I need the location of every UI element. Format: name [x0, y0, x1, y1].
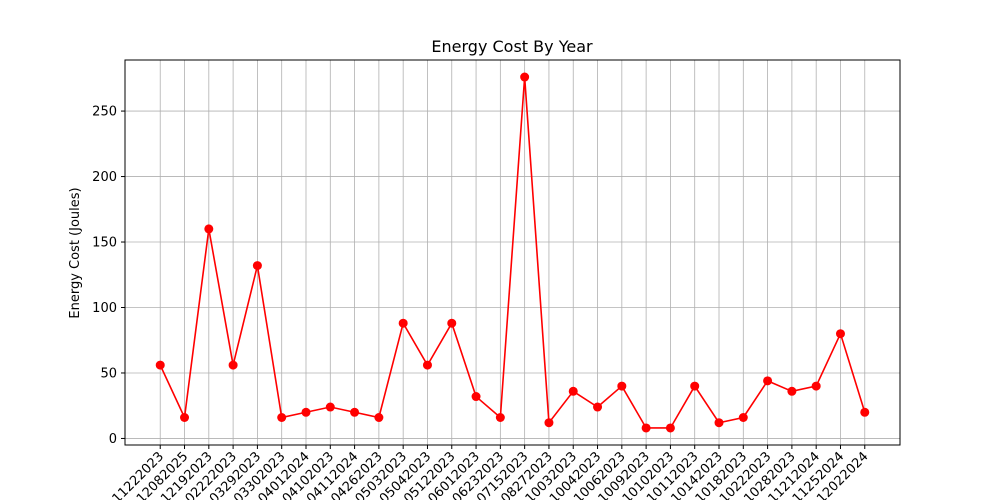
data-point: [568, 386, 578, 396]
data-point: [641, 423, 651, 433]
data-point: [277, 413, 287, 422]
data-point: [811, 381, 821, 391]
data-point: [520, 72, 530, 82]
axes-frame: [124, 59, 901, 446]
data-point: [860, 407, 870, 417]
y-tick-label: 0: [109, 432, 117, 447]
data-point: [325, 402, 335, 412]
plot-frame: [124, 59, 901, 446]
data-point: [835, 329, 845, 339]
data-point: [155, 360, 165, 370]
y-tick-label: 100: [92, 301, 117, 316]
data-point: [763, 376, 773, 386]
data-point: [374, 413, 384, 422]
chart-title: Energy Cost By Year: [431, 37, 593, 56]
data-point: [398, 318, 408, 328]
x-axis-ticks: 1122202312082025121920230222202303292023…: [110, 445, 872, 504]
data-point: [204, 224, 214, 234]
data-point: [422, 360, 432, 370]
data-point: [738, 413, 748, 422]
data-point: [252, 261, 262, 271]
data-point: [617, 381, 627, 391]
data-point: [228, 360, 238, 370]
data-point: [787, 386, 797, 396]
data-point: [471, 392, 481, 402]
data-point: [714, 418, 724, 428]
y-axis-label: Energy Cost (Joules): [68, 187, 83, 318]
y-tick-label: 150: [92, 236, 117, 251]
data-point: [690, 381, 700, 391]
y-axis-ticks: 0 50 100 150 200 250: [92, 105, 125, 447]
grid-lines: [125, 60, 900, 445]
data-point: [495, 413, 505, 422]
data-point: [665, 423, 675, 433]
y-tick-label: 50: [100, 366, 117, 381]
data-point: [180, 413, 190, 422]
y-tick-label: 200: [92, 170, 117, 185]
series-line: [159, 76, 866, 429]
data-point: [447, 318, 457, 328]
data-point: [593, 402, 603, 412]
data-point: [301, 407, 311, 417]
data-series: [155, 72, 870, 433]
data-point: [544, 418, 554, 428]
data-point: [350, 407, 360, 417]
y-tick-label: 250: [92, 105, 117, 120]
